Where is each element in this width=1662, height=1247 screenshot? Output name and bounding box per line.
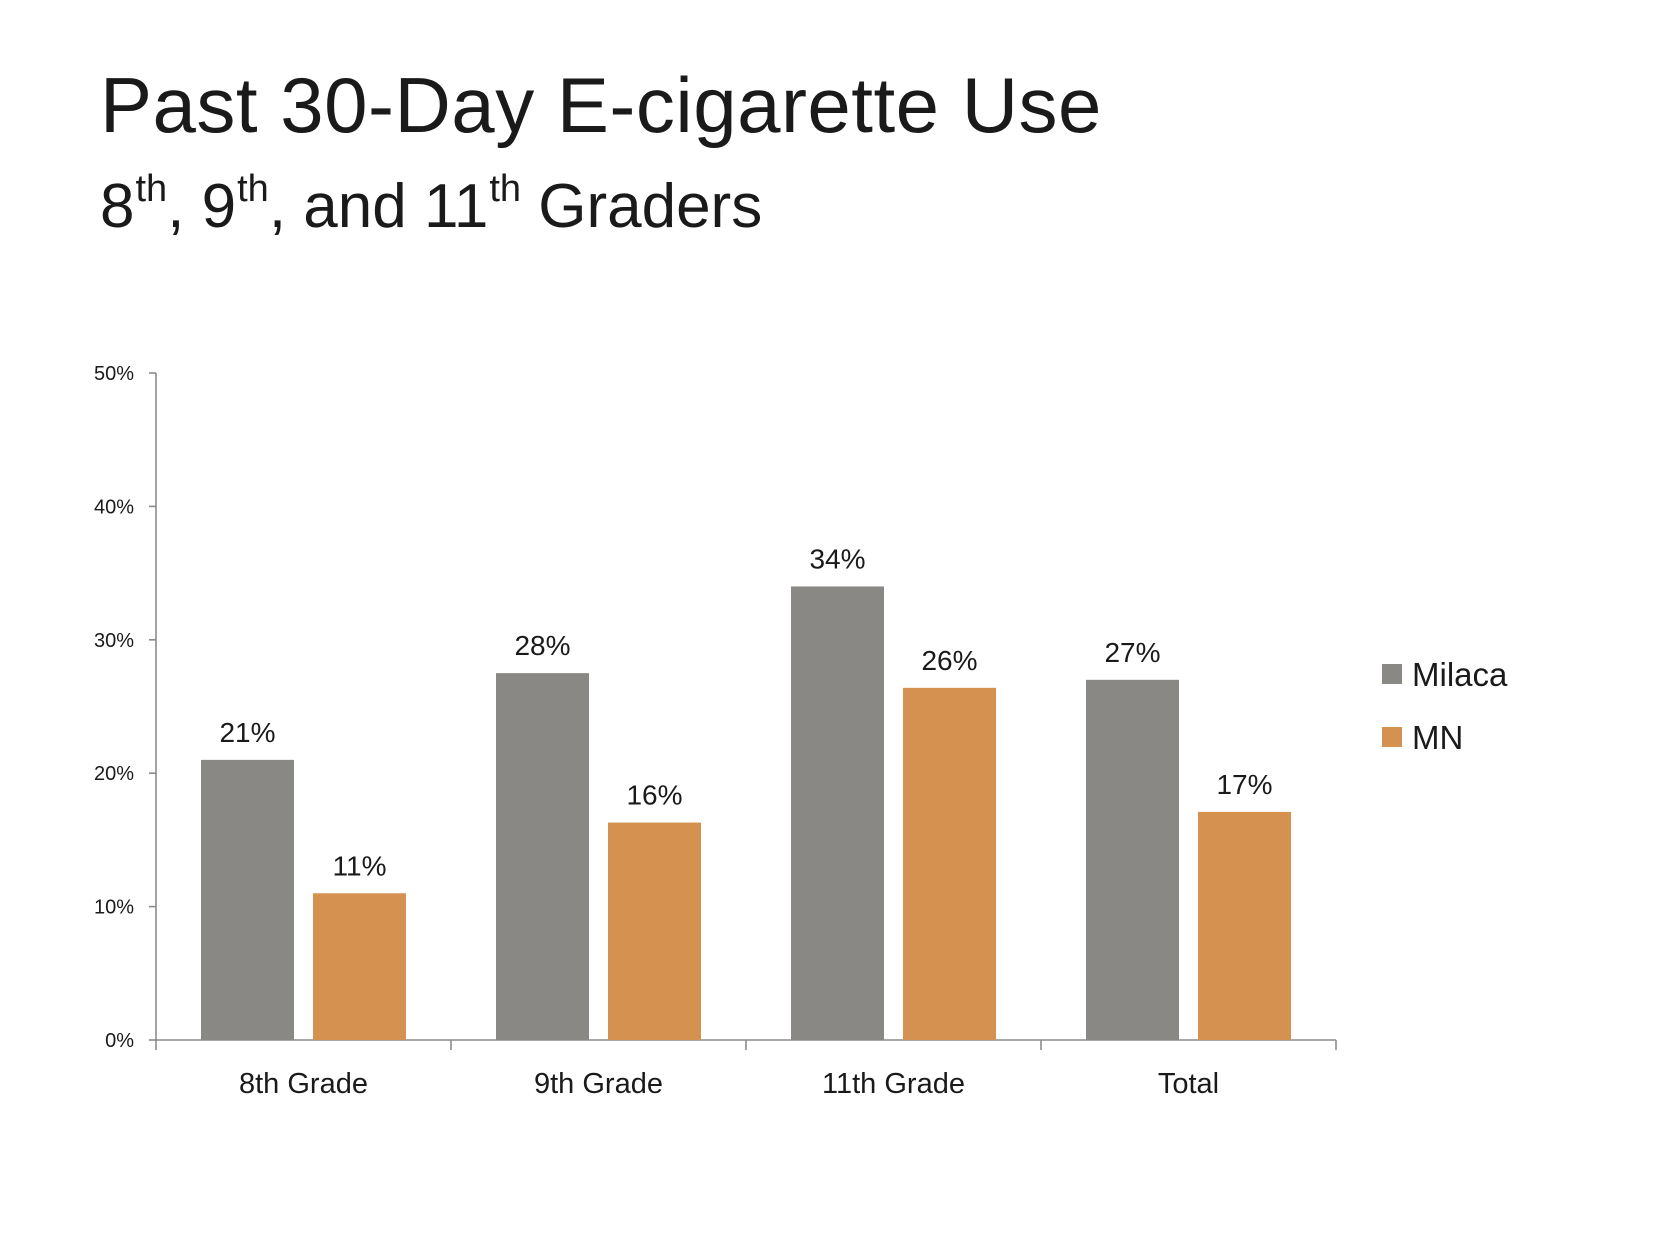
bar-mn-9th-grade	[608, 822, 701, 1040]
subtitle-superscript-1: th	[135, 168, 168, 210]
legend-label-milaca: Milaca	[1412, 656, 1508, 693]
bar-milaca-11th-grade	[791, 586, 884, 1040]
subtitle-text-4: Graders	[521, 172, 763, 241]
bar-mn-8th-grade	[313, 893, 406, 1040]
chart-subtitle: 8th, 9th, and 11th Graders	[100, 170, 762, 238]
data-label-mn-9th-grade: 16%	[626, 780, 682, 811]
y-tick-label: 10%	[94, 897, 134, 919]
data-label-mn-total: 17%	[1216, 769, 1272, 800]
y-tick-label: 0%	[105, 1030, 134, 1052]
bar-milaca-total	[1086, 679, 1179, 1040]
y-tick-label: 20%	[94, 763, 134, 785]
data-label-milaca-8th-grade: 21%	[219, 717, 275, 748]
chart-title: Past 30-Day E-cigarette Use	[100, 61, 1102, 149]
data-label-milaca-9th-grade: 28%	[514, 630, 570, 661]
legend-swatch-mn	[1382, 727, 1402, 747]
legend-swatch-milaca	[1382, 664, 1402, 684]
x-tick-label-9th-grade: 9th Grade	[534, 1068, 663, 1100]
bar-milaca-9th-grade	[496, 673, 589, 1040]
data-label-mn-8th-grade: 11%	[333, 850, 387, 881]
chart-axes: 0% 10% 20% 30% 40% 50% 8th Grade 9th Grade 11th …	[94, 363, 1337, 1100]
subtitle-text-1: 8	[100, 172, 135, 241]
data-label-milaca-total: 27%	[1104, 637, 1160, 668]
subtitle-superscript-3: th	[489, 168, 522, 210]
data-label-milaca-11th-grade: 34%	[809, 543, 865, 574]
chart-bars	[201, 586, 1291, 1040]
data-label-mn-11th-grade: 26%	[921, 645, 977, 676]
chart-legend: Milaca MN	[1382, 656, 1508, 756]
subtitle-text-2: , 9	[167, 172, 237, 241]
chart-labels: 21% 11% 28% 16% 34% 26% 27% 17%	[219, 543, 1272, 881]
bar-mn-11th-grade	[903, 687, 996, 1040]
x-tick-label-total: Total	[1158, 1068, 1219, 1100]
x-tick-label-11th-grade: 11th Grade	[822, 1068, 965, 1100]
y-tick-label: 40%	[94, 496, 134, 518]
y-tick-label: 50%	[94, 363, 134, 385]
legend-label-mn: MN	[1412, 719, 1463, 756]
subtitle-text-3: , and 11	[268, 172, 489, 241]
bar-milaca-8th-grade	[201, 759, 294, 1040]
subtitle-superscript-2: th	[237, 168, 269, 210]
bar-mn-total	[1198, 811, 1291, 1040]
y-tick-label: 30%	[94, 630, 134, 652]
x-tick-label-8th-grade: 8th Grade	[239, 1068, 368, 1100]
